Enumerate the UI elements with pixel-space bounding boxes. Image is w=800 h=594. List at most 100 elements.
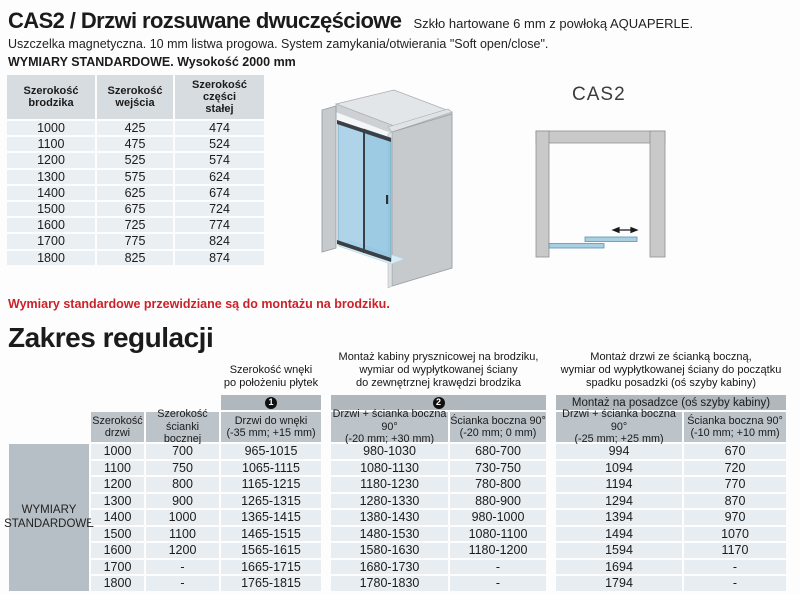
adj-cell: 900 — [146, 493, 219, 508]
adj-cell: - — [146, 576, 219, 591]
standard-cell: 525 — [97, 153, 173, 168]
standard-cell: 425 — [97, 121, 173, 136]
adj-cell: 1000 — [146, 510, 219, 525]
standard-cell: 1200 — [7, 153, 95, 168]
adj-cell: 965-1015 — [221, 444, 321, 459]
standard-cell: 574 — [175, 153, 264, 168]
adj-cell: 980-1030 — [331, 444, 448, 459]
adj-cell: 1180-1200 — [450, 543, 546, 558]
adj-cell: 800 — [146, 477, 219, 492]
adj-cell: 1100 — [91, 460, 144, 475]
adj-cell: 1400 — [91, 510, 144, 525]
adj-cell: 780-800 — [450, 477, 546, 492]
adj-col-header: Ścianka boczna 90° (-10 mm; +10 mm) — [684, 412, 786, 442]
standard-cell: 1400 — [7, 185, 95, 200]
caption-niche-width: Szerokość wnęki po położeniu płytek — [223, 364, 319, 390]
adj-col-header: Szerokość drzwi — [91, 412, 144, 442]
adj-cell: 1700 — [91, 559, 144, 574]
adj-cell: 1465-1515 — [221, 526, 321, 541]
standard-cell: 675 — [97, 201, 173, 217]
adj-cell: 730-750 — [450, 460, 546, 475]
badge-2-icon: 2 — [432, 396, 445, 409]
mounting-note: Wymiary standardowe przewidziane są do m… — [8, 297, 390, 311]
adj-cell: 1265-1315 — [221, 493, 321, 508]
standard-cell: 474 — [175, 121, 264, 136]
caption-tray-mounting: Montaż kabiny prysznicowej na brodziku, … — [338, 351, 539, 390]
adj-cell: 1094 — [556, 460, 682, 475]
adj-cell: 1500 — [91, 526, 144, 541]
row-label-standard-dimensions: WYMIARY STANDARDOWE — [4, 444, 94, 591]
adj-cell: 1070 — [684, 526, 786, 541]
adj-cell: 720 — [684, 460, 786, 475]
cas2-model-label: CAS2 — [572, 84, 626, 105]
adj-cell: - — [146, 559, 219, 574]
page-header: CAS2 / Drzwi rozsuwane dwuczęściowe Szkł… — [8, 8, 693, 34]
standard-cell: 1100 — [7, 137, 95, 152]
adj-cell: 1565-1615 — [221, 543, 321, 558]
standard-cell: 625 — [97, 185, 173, 200]
adj-cell: 1765-1815 — [221, 576, 321, 591]
band-floor-mounting: Montaż na posadzce (oś szyby kabiny) — [556, 395, 786, 410]
adj-cell: 680-700 — [450, 444, 546, 459]
adj-cell: 1580-1630 — [331, 543, 448, 558]
adj-cell: 1600 — [91, 543, 144, 558]
adj-cell: 980-1000 — [450, 510, 546, 525]
standard-cell: 774 — [175, 218, 264, 233]
standard-col-header: Szerokość wejścia — [97, 75, 173, 119]
adj-cell: 1794 — [556, 576, 682, 591]
adj-cell: 1800 — [91, 576, 144, 591]
adj-cell: 1594 — [556, 543, 682, 558]
adj-cell: 1480-1530 — [331, 526, 448, 541]
adj-col-header: Ścianka boczna 90° (-20 mm; 0 mm) — [450, 412, 546, 442]
standard-cell: 775 — [97, 234, 173, 249]
standard-cell: 524 — [175, 137, 264, 152]
page-subtitle: Szkło hartowane 6 mm z powłoką AQUAPERLE… — [413, 16, 694, 31]
adj-cell: 870 — [684, 493, 786, 508]
adj-cell: 1394 — [556, 510, 682, 525]
adj-cell: 1080-1100 — [450, 526, 546, 541]
adj-cell: 1300 — [91, 493, 144, 508]
standard-cell: 1000 — [7, 121, 95, 136]
standard-cell: 825 — [97, 250, 173, 265]
adj-cell: 1000 — [91, 444, 144, 459]
caption-floor-mounting: Montaż drzwi ze ścianką boczną, wymiar o… — [560, 351, 782, 390]
adj-cell: 1494 — [556, 526, 682, 541]
adj-cell: 700 — [146, 444, 219, 459]
cas2-schematic-drawing — [535, 130, 666, 258]
adj-cell: 1200 — [91, 477, 144, 492]
adjustment-range-title: Zakres regulacji — [8, 322, 214, 353]
adj-cell: 1080-1130 — [331, 460, 448, 475]
standard-cell: 674 — [175, 185, 264, 200]
shower-door-3d-illustration — [298, 68, 463, 293]
slide-direction-arrow — [611, 226, 639, 234]
adj-cell: 1100 — [146, 526, 219, 541]
adj-cell: 1170 — [684, 543, 786, 558]
standard-cell: 475 — [97, 137, 173, 152]
adj-cell: 1165-1215 — [221, 477, 321, 492]
page-title: CAS2 / Drzwi rozsuwane dwuczęściowe — [8, 8, 402, 33]
adj-cell: 1294 — [556, 493, 682, 508]
adj-col-header: Drzwi do wnęki (-35 mm; +15 mm) — [221, 412, 321, 442]
standard-cell: 1600 — [7, 218, 95, 233]
cas2-top-view-schematic: CAS2 — [530, 70, 800, 290]
band-group-1: 1 — [221, 395, 321, 410]
adj-col-header: Szerokość ścianki bocznej — [146, 408, 219, 445]
badge-1-icon: 1 — [265, 396, 277, 409]
adj-cell: - — [450, 559, 546, 574]
standard-cell: 1700 — [7, 234, 95, 249]
standard-cell: 725 — [97, 218, 173, 233]
adj-cell: 1280-1330 — [331, 493, 448, 508]
standard-cell: 724 — [175, 201, 264, 217]
standard-dimensions-heading: WYMIARY STANDARDOWE. Wysokość 2000 mm — [8, 55, 296, 69]
adj-cell: - — [450, 576, 546, 591]
adj-col-header: Drzwi + ścianka boczna 90° (-25 mm; +25 … — [556, 408, 682, 445]
standard-dimensions-table: Szerokość brodzika Szerokość wejścia Szero… — [7, 75, 264, 265]
band-group-2: 2 — [331, 395, 546, 410]
shower-door-3d-drawing — [321, 89, 454, 289]
adj-cell: 1380-1430 — [331, 510, 448, 525]
adj-cell: 1680-1730 — [331, 559, 448, 574]
adj-cell: 770 — [684, 477, 786, 492]
standard-cell: 624 — [175, 169, 264, 184]
description-line: Uszczelka magnetyczna. 10 mm listwa prog… — [8, 37, 549, 51]
standard-cell: 1500 — [7, 201, 95, 217]
